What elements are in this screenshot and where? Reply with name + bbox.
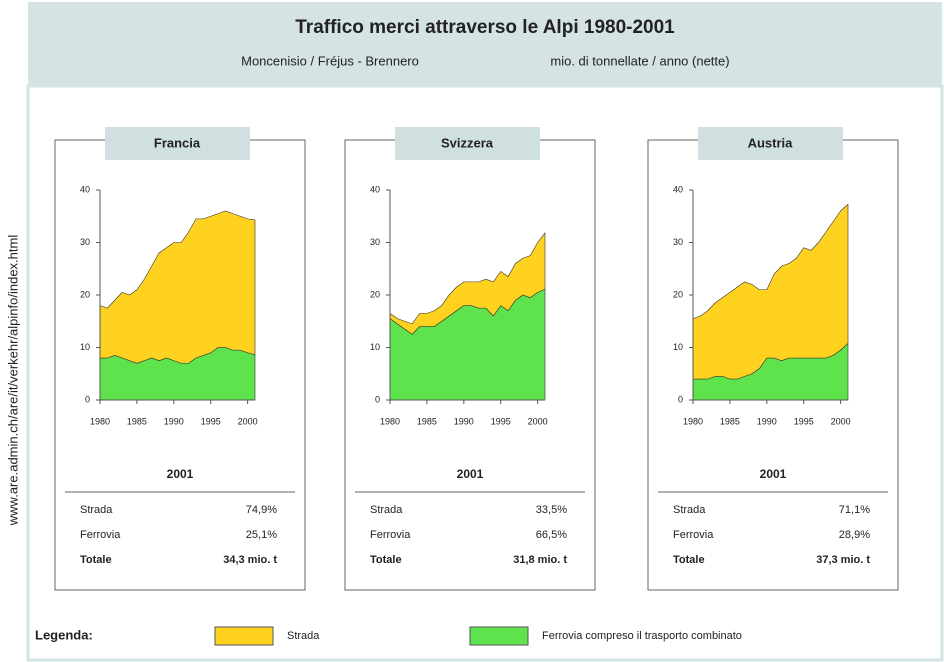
x-tick-label: 1995 xyxy=(794,416,814,426)
summary-label: Totale xyxy=(673,554,705,566)
x-tick-label: 1980 xyxy=(683,416,703,426)
summary-label: Ferrovia xyxy=(370,529,411,541)
subtitle: mio. di tonnellate / anno (nette) xyxy=(550,53,729,68)
x-tick-label: 1995 xyxy=(201,416,221,426)
y-tick-label: 20 xyxy=(673,289,683,299)
x-tick-label: 2000 xyxy=(238,416,258,426)
summary-label: Totale xyxy=(370,554,402,566)
x-tick-label: 1985 xyxy=(720,416,740,426)
summary-label: Totale xyxy=(80,554,112,566)
panel-tab xyxy=(395,127,540,160)
summary-value: 74,9% xyxy=(246,504,277,516)
x-tick-label: 1995 xyxy=(491,416,511,426)
summary-value: 34,3 mio. t xyxy=(223,554,277,566)
summary-value: 33,5% xyxy=(536,504,567,516)
y-tick-label: 10 xyxy=(673,342,683,352)
y-tick-label: 30 xyxy=(80,237,90,247)
source: www.are.admin.ch/are/it/verkehr/alpinfo/… xyxy=(5,235,20,527)
y-tick-label: 10 xyxy=(370,342,380,352)
summary-value: 28,9% xyxy=(839,529,870,541)
summary-value: 66,5% xyxy=(536,529,567,541)
y-tick-label: 30 xyxy=(370,237,380,247)
summary-label: Strada xyxy=(80,504,113,516)
summary-value: 71,1% xyxy=(839,504,870,516)
x-tick-label: 2000 xyxy=(831,416,851,426)
header-band xyxy=(28,2,942,86)
summary-label: Strada xyxy=(673,504,706,516)
panel-title: Austria xyxy=(748,135,794,150)
legend-label: Strada xyxy=(287,630,320,642)
summary-title: 2001 xyxy=(760,467,787,481)
x-tick-label: 1985 xyxy=(127,416,147,426)
y-tick-label: 40 xyxy=(673,184,683,194)
summary-value: 25,1% xyxy=(246,529,277,541)
y-tick-label: 10 xyxy=(80,342,90,352)
x-tick-label: 1980 xyxy=(380,416,400,426)
y-tick-label: 30 xyxy=(673,237,683,247)
summary-label: Ferrovia xyxy=(80,529,121,541)
summary-value: 37,3 mio. t xyxy=(816,554,870,566)
legend-label: Ferrovia compreso il trasporto combinato xyxy=(542,630,742,642)
legend-swatch xyxy=(214,626,274,646)
summary-title: 2001 xyxy=(167,467,194,481)
y-tick-label: 20 xyxy=(370,289,380,299)
y-tick-label: 0 xyxy=(375,394,380,404)
x-tick-label: 1990 xyxy=(454,416,474,426)
area xyxy=(99,210,256,364)
y-tick-label: 40 xyxy=(370,184,380,194)
x-tick-label: 1980 xyxy=(90,416,110,426)
y-tick-label: 40 xyxy=(80,184,90,194)
area xyxy=(692,203,849,380)
summary-label: Strada xyxy=(370,504,403,516)
summary-label: Ferrovia xyxy=(673,529,714,541)
x-tick-label: 2000 xyxy=(528,416,548,426)
x-tick-label: 1990 xyxy=(757,416,777,426)
subtitle: Moncenisio / Fréjus - Brennero xyxy=(241,53,419,68)
y-tick-label: 20 xyxy=(80,289,90,299)
legend-swatch xyxy=(469,626,529,646)
title: Traffico merci attraverso le Alpi 1980-2… xyxy=(295,17,675,38)
y-tick-label: 0 xyxy=(678,394,683,404)
area xyxy=(389,232,546,335)
y-tick-label: 0 xyxy=(85,394,90,404)
x-tick-label: 1990 xyxy=(164,416,184,426)
panel-title: Francia xyxy=(154,135,201,150)
panel-tab xyxy=(105,127,250,160)
summary-title: 2001 xyxy=(457,467,484,481)
legend-title: Legenda: xyxy=(35,627,93,642)
panel-tab xyxy=(698,127,843,160)
panel-title: Svizzera xyxy=(441,135,494,150)
x-tick-label: 1985 xyxy=(417,416,437,426)
summary-value: 31,8 mio. t xyxy=(513,554,567,566)
